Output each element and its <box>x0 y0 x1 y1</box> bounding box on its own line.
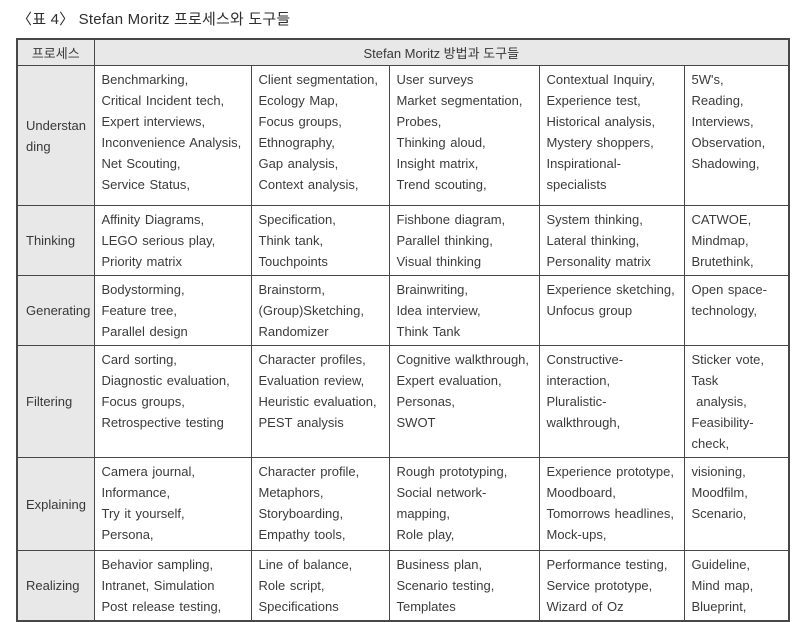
tools-cell: Client segmentation, Ecology Map, Focus … <box>250 65 390 206</box>
tools-cell: System thinking, Lateral thinking, Perso… <box>538 205 685 276</box>
tools-cell: Contextual Inquiry, Experience test, His… <box>538 65 685 206</box>
table-row-realizing: Realizing Behavior sampling, Intranet, S… <box>16 550 790 622</box>
table-header-row: 프로세스 Stefan Moritz 방법과 도구들 <box>16 38 790 66</box>
process-cell-understanding: Understan ding <box>16 65 95 206</box>
process-cell-filtering: Filtering <box>16 345 95 458</box>
tools-cell: Bodystorming, Feature tree, Parallel des… <box>93 275 252 346</box>
tools-cell: Business plan, Scenario testing, Templat… <box>388 550 540 622</box>
tools-cell: Card sorting, Diagnostic evaluation, Foc… <box>93 345 252 458</box>
process-cell-explaining: Explaining <box>16 457 95 551</box>
tools-cell: Specification, Think tank, Touchpoints <box>250 205 390 276</box>
page: 〈표 4〉 Stefan Moritz 프로세스와 도구들 프로세스 Stefa… <box>16 11 791 622</box>
tools-cell: Constructive- interaction, Pluralistic- … <box>538 345 685 458</box>
table-row-filtering: Filtering Card sorting, Diagnostic evalu… <box>16 345 790 458</box>
tools-cell: Line of balance, Role script, Specificat… <box>250 550 390 622</box>
tools-cell: Experience prototype, Moodboard, Tomorro… <box>538 457 685 551</box>
tools-cell: CATWOE, Mindmap, Brutethink, <box>683 205 790 276</box>
tools-cell: Brainstorm, (Group)Sketching, Randomizer <box>250 275 390 346</box>
tools-cell: Brainwriting, Idea interview, Think Tank <box>388 275 540 346</box>
tools-cell: Guideline, Mind map, Blueprint, <box>683 550 790 622</box>
tools-cell: Performance testing, Service prototype, … <box>538 550 685 622</box>
process-cell-realizing: Realizing <box>16 550 95 622</box>
tools-cell: Rough prototyping, Social network- mappi… <box>388 457 540 551</box>
tools-cell: Experience sketching, Unfocus group <box>538 275 685 346</box>
tools-cell: Behavior sampling, Intranet, Simulation … <box>93 550 252 622</box>
table-row-thinking: Thinking Affinity Diagrams, LEGO serious… <box>16 205 790 276</box>
tools-cell: visioning, Moodfilm, Scenario, <box>683 457 790 551</box>
tools-cell: Cognitive walkthrough, Expert evaluation… <box>388 345 540 458</box>
table-caption: 〈표 4〉 Stefan Moritz 프로세스와 도구들 <box>17 11 291 28</box>
tools-cell: User surveys Market segmentation, Probes… <box>388 65 540 206</box>
tools-cell: Fishbone diagram, Parallel thinking, Vis… <box>388 205 540 276</box>
table-row-understanding: Understan ding Benchmarking, Critical In… <box>16 65 790 206</box>
tools-cell: Benchmarking, Critical Incident tech, Ex… <box>93 65 252 206</box>
tools-cell: Character profiles, Evaluation review, H… <box>250 345 390 458</box>
process-cell-thinking: Thinking <box>16 205 95 276</box>
tools-cell: Sticker vote, Task analysis, Feasibility… <box>683 345 790 458</box>
process-column-header: 프로세스 <box>16 38 95 66</box>
stefan-moritz-table: 프로세스 Stefan Moritz 방법과 도구들 Understan din… <box>16 38 791 622</box>
tools-cell: 5W's, Reading, Interviews, Observation, … <box>683 65 790 206</box>
process-cell-generating: Generating <box>16 275 95 346</box>
table-row-generating: Generating Bodystorming, Feature tree, P… <box>16 275 790 346</box>
tools-cell: Affinity Diagrams, LEGO serious play, Pr… <box>93 205 252 276</box>
tools-cell: Camera journal, Informance, Try it yours… <box>93 457 252 551</box>
table-row-explaining: Explaining Camera journal, Informance, T… <box>16 457 790 551</box>
tools-column-header: Stefan Moritz 방법과 도구들 <box>93 38 790 66</box>
tools-cell: Open space- technology, <box>683 275 790 346</box>
tools-cell: Character profile, Metaphors, Storyboard… <box>250 457 390 551</box>
